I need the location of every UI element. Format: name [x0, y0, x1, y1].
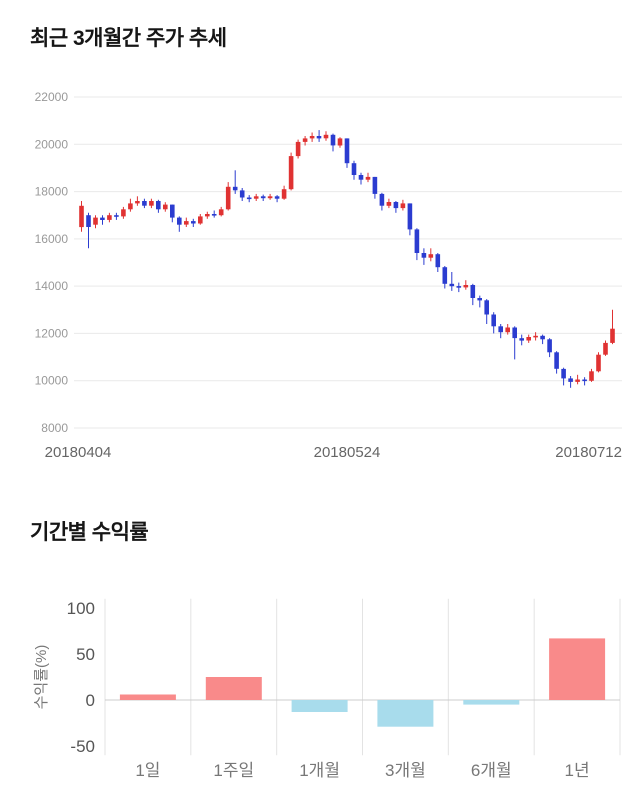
svg-text:20000: 20000 — [35, 137, 69, 151]
svg-text:1주일: 1주일 — [213, 761, 254, 780]
svg-text:수익률(%): 수익률(%) — [33, 645, 50, 710]
svg-text:1년: 1년 — [565, 761, 590, 780]
svg-text:8000: 8000 — [41, 421, 68, 435]
svg-text:22000: 22000 — [35, 90, 69, 104]
svg-text:20180712: 20180712 — [555, 444, 622, 461]
svg-text:14000: 14000 — [35, 279, 69, 293]
svg-text:50: 50 — [76, 645, 95, 664]
svg-text:3개월: 3개월 — [385, 761, 426, 780]
svg-text:0: 0 — [86, 691, 95, 710]
returns-bar-chart: 100 50 0 -50 1일 1주일 1개월 3개월 6개월 1년 수익률(%) — [33, 598, 621, 780]
svg-text:16000: 16000 — [35, 232, 69, 246]
svg-text:20180404: 20180404 — [45, 444, 112, 461]
price-candlestick-chart: 8000 10000 12000 14000 16000 18000 20000 22000 2… — [35, 90, 622, 461]
svg-text:12000: 12000 — [35, 326, 69, 340]
svg-text:1일: 1일 — [135, 761, 160, 780]
svg-text:18000: 18000 — [35, 185, 69, 199]
svg-text:20180524: 20180524 — [314, 444, 381, 461]
svg-text:10000: 10000 — [35, 374, 69, 388]
svg-text:6개월: 6개월 — [471, 761, 512, 780]
price-trend-title: 최근 3개월간 주가 추세 — [30, 27, 227, 50]
svg-text:1개월: 1개월 — [299, 761, 340, 780]
svg-text:100: 100 — [67, 599, 95, 618]
returns-title: 기간별 수익률 — [30, 521, 149, 544]
svg-text:-50: -50 — [70, 737, 95, 756]
